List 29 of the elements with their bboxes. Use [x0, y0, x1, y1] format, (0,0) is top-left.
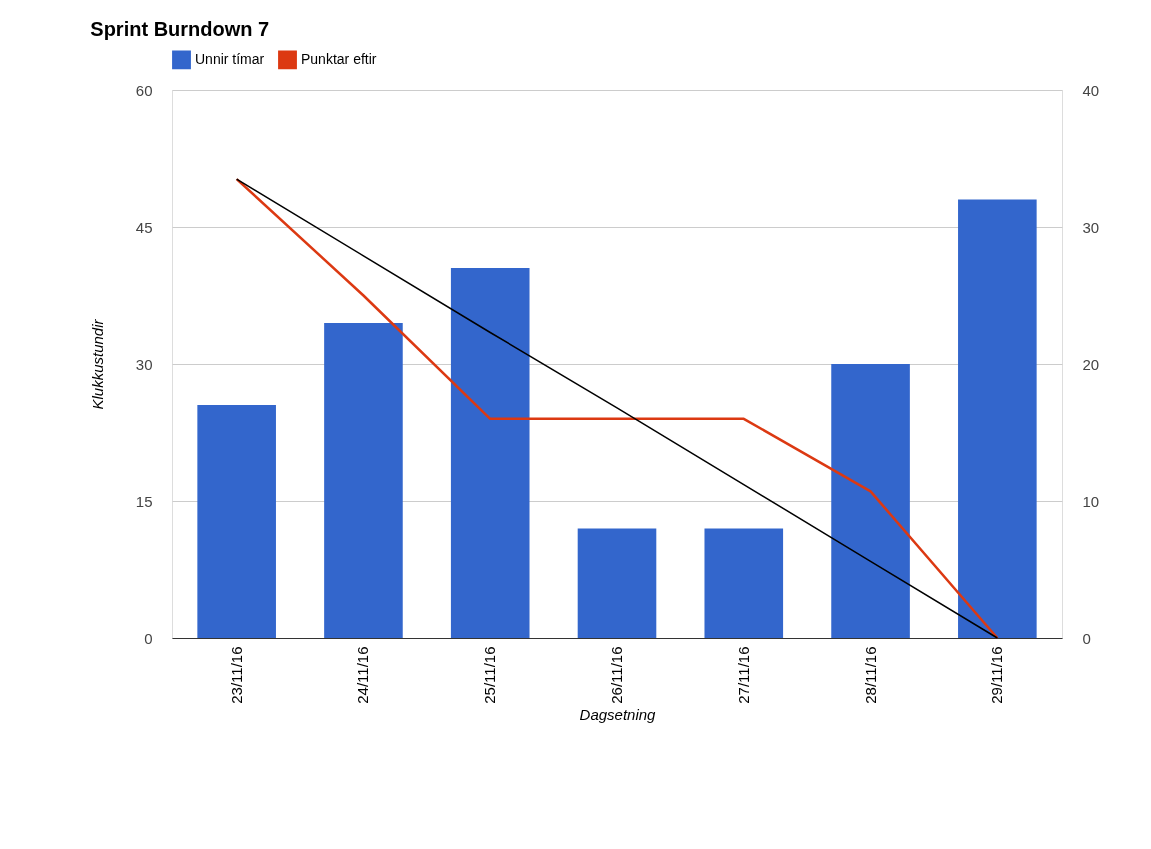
legend-label: Unnir tímar [195, 50, 265, 67]
y-tick-label: 45 [135, 218, 153, 236]
y2-tick-label: 20 [1082, 355, 1100, 373]
bar [197, 405, 276, 638]
y2-tick-label: 40 [1082, 81, 1100, 99]
x-tick-label: 23/11/16 [227, 646, 245, 704]
x-tick-label: 26/11/16 [608, 646, 625, 704]
x-tick-label: 28/11/16 [861, 646, 879, 704]
x-tick-label: 24/11/16 [354, 646, 372, 704]
y2-tick-label: 30 [1082, 218, 1100, 236]
y-tick-label: 0 [144, 629, 153, 647]
x-tick-label: 25/11/16 [481, 646, 499, 704]
y-axis-title: Klukkustundir [88, 318, 106, 410]
bar [831, 364, 910, 638]
bar [577, 528, 657, 638]
chart-title: Sprint Burndown 7 [90, 18, 270, 40]
bar [324, 322, 403, 638]
bar [450, 268, 530, 638]
x-axis-title: Dagsetning [579, 705, 657, 723]
x-tick-label: 27/11/16 [734, 646, 752, 704]
y-tick-label: 30 [135, 355, 153, 373]
bar [704, 528, 784, 638]
y-tick-label: 60 [135, 81, 153, 99]
y-tick-label: 15 [135, 492, 153, 510]
y2-tick-label: 10 [1082, 492, 1100, 510]
legend-label: Punktar eftir [301, 50, 377, 67]
x-tick-label: 29/11/16 [988, 646, 1006, 704]
bar [958, 199, 1037, 638]
y2-tick-label: 0 [1082, 629, 1091, 647]
